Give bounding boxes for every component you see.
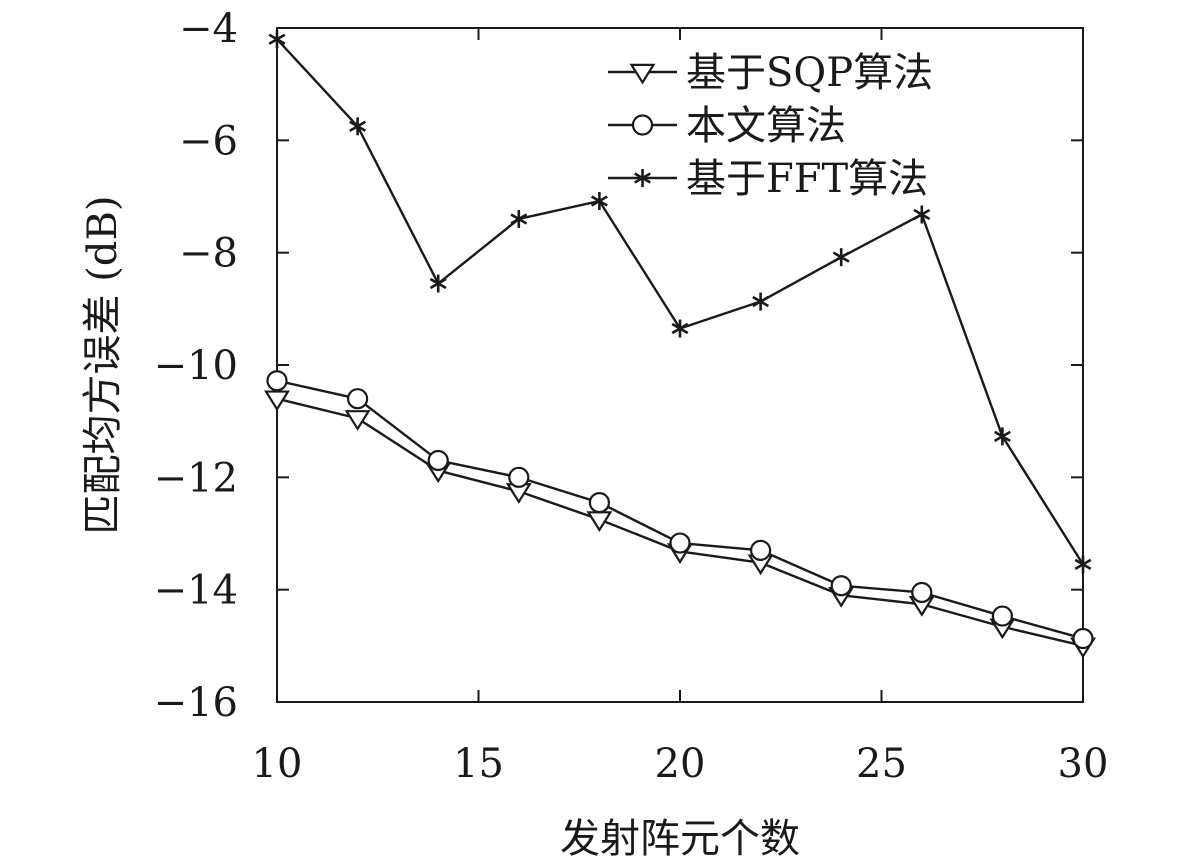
y-tick-label: −12 [154, 455, 238, 501]
legend-marker [634, 169, 651, 187]
y-tick-label: −14 [154, 568, 238, 614]
asterisk-stroke [590, 195, 608, 207]
legend-item: 基于SQP算法 [608, 50, 933, 96]
data-point [911, 581, 933, 604]
data-point [669, 532, 691, 554]
data-point [752, 292, 770, 311]
asterisk-stroke [913, 208, 931, 221]
asterisk-stroke [752, 295, 770, 308]
data-point [510, 209, 528, 228]
data-point [671, 319, 689, 338]
x-tick-label: 15 [453, 741, 504, 787]
legend-label: 基于SQP算法 [686, 50, 933, 96]
data-point [1072, 627, 1094, 650]
x-tick-label: 30 [1058, 741, 1109, 787]
legend-label: 基于FFT算法 [686, 156, 928, 202]
series-line [276, 379, 1084, 640]
y-tick-label: −10 [154, 343, 238, 389]
data-point [588, 492, 611, 514]
data-point [349, 117, 367, 136]
legend-item: 本文算法 [608, 103, 846, 149]
legend-marker [629, 63, 656, 85]
series-layer [264, 30, 1096, 659]
asterisk-stroke [832, 251, 850, 263]
y-tick-label: −16 [154, 680, 238, 726]
data-point [427, 449, 449, 472]
data-point [266, 370, 288, 392]
asterisk-stroke [268, 33, 286, 45]
x-axis-title: 发射阵元个数 [560, 816, 800, 862]
plot-frame [276, 27, 1084, 703]
asterisk-stroke [349, 120, 367, 132]
y-tick-label: −4 [179, 6, 238, 52]
asterisk-stroke [993, 430, 1011, 442]
axis-ticks: 10 15 20 25 30 −16 −14 −12 −10 −8 −6 −4 [154, 6, 1109, 787]
series-3 [268, 30, 1092, 574]
asterisk-stroke [510, 213, 528, 225]
data-point [264, 390, 290, 412]
y-tick-label: −8 [179, 231, 238, 277]
data-point [993, 427, 1011, 446]
data-point [586, 511, 613, 532]
y-tick-label: −6 [179, 118, 238, 164]
data-point [832, 248, 850, 267]
x-tick-label: 20 [655, 741, 706, 787]
data-point [913, 205, 931, 224]
data-point [344, 410, 371, 431]
asterisk-stroke [671, 322, 689, 335]
legend-item: 基于FFT算法 [608, 156, 928, 202]
legend-label: 本文算法 [686, 103, 846, 149]
y-axis-title: 匹配均方误差 (dB) [80, 196, 126, 535]
series-1 [264, 390, 1096, 659]
series-line [276, 397, 1084, 648]
data-point [347, 388, 369, 410]
x-tick-label: 25 [856, 741, 907, 787]
data-point [749, 539, 772, 561]
data-point [508, 466, 530, 488]
x-tick-label: 10 [252, 741, 303, 787]
legend-marker [631, 114, 654, 136]
asterisk-stroke [634, 172, 651, 184]
data-point [830, 575, 852, 597]
data-point [590, 191, 608, 210]
series-line [276, 38, 1085, 566]
data-point [991, 605, 1014, 627]
data-point [429, 274, 447, 293]
data-point [268, 30, 286, 49]
data-point [1074, 555, 1092, 574]
asterisk-stroke [1074, 558, 1092, 571]
series-2 [266, 370, 1094, 650]
asterisk-stroke [429, 277, 447, 290]
